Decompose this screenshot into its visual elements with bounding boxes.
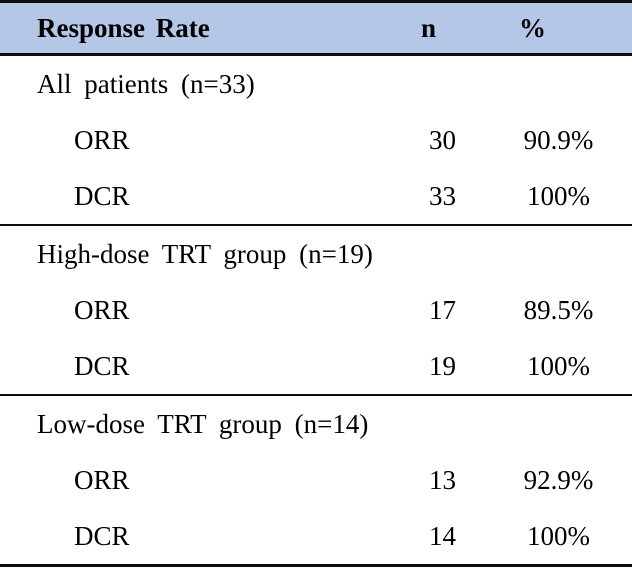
- table-header: Response Rate n %: [0, 1, 632, 55]
- row-n-value: 33: [429, 180, 456, 211]
- row-pct-value: 100%: [527, 520, 590, 551]
- row-label: ORR: [74, 294, 130, 325]
- row-pct-value: 100%: [527, 180, 590, 211]
- row-n-value: 13: [429, 464, 456, 495]
- row-label: ORR: [74, 464, 130, 495]
- table-row: ORR 30 90.9%: [0, 112, 632, 168]
- header-percent: %: [519, 12, 546, 43]
- group-label: Low-dose TRT group (n=14): [37, 408, 369, 439]
- row-n-value: 17: [429, 294, 456, 325]
- row-n-value: 19: [429, 350, 456, 381]
- table-row: DCR 19 100%: [0, 338, 632, 395]
- header-n: n: [420, 12, 437, 43]
- group-row: High-dose TRT group (n=19): [0, 225, 632, 282]
- group-label: All patients (n=33): [37, 68, 255, 99]
- section-all-patients: All patients (n=33) ORR 30 90.9% DCR 33 …: [0, 55, 632, 225]
- row-n-value: 30: [429, 124, 456, 155]
- table-row: DCR 14 100%: [0, 508, 632, 566]
- table-row: DCR 33 100%: [0, 168, 632, 225]
- header-response-rate: Response Rate: [37, 12, 210, 43]
- row-pct-value: 89.5%: [523, 294, 594, 325]
- group-label: High-dose TRT group (n=19): [37, 238, 373, 269]
- section-high-dose: High-dose TRT group (n=19) ORR 17 89.5% …: [0, 225, 632, 395]
- group-row: All patients (n=33): [0, 55, 632, 113]
- row-label: DCR: [74, 180, 130, 211]
- row-label: DCR: [74, 520, 130, 551]
- row-label: ORR: [74, 124, 130, 155]
- row-pct-value: 100%: [527, 350, 590, 381]
- row-n-value: 14: [429, 520, 456, 551]
- table-row: ORR 17 89.5%: [0, 282, 632, 338]
- row-pct-value: 92.9%: [523, 464, 594, 495]
- table-row: ORR 13 92.9%: [0, 452, 632, 508]
- section-low-dose: Low-dose TRT group (n=14) ORR 13 92.9% D…: [0, 395, 632, 566]
- group-row: Low-dose TRT group (n=14): [0, 395, 632, 452]
- header-row: Response Rate n %: [0, 1, 632, 55]
- row-pct-value: 90.9%: [523, 124, 594, 155]
- row-label: DCR: [74, 350, 130, 381]
